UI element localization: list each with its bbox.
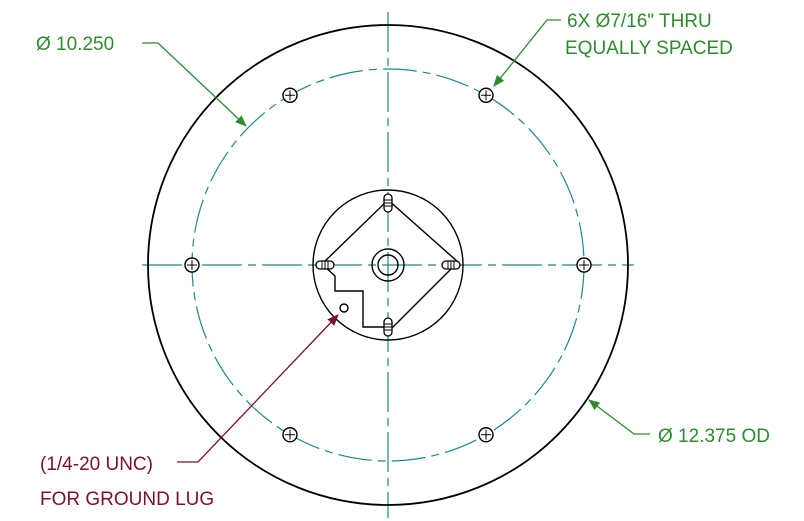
hub-screw: [315, 260, 335, 270]
center-bore-outer: [371, 248, 405, 282]
bolt-hole: [576, 257, 592, 273]
ground-lug-callout-line1: (1/4-20 UNC): [40, 454, 153, 475]
ground-lug-callout-line2: FOR GROUND LUG: [40, 489, 214, 510]
hub-screw: [383, 317, 393, 337]
hub-screw: [383, 193, 393, 213]
hub-outline: [312, 189, 464, 341]
hub-screw: [441, 260, 461, 270]
bolt-holes: [184, 87, 592, 443]
bolt-hole: [478, 87, 494, 103]
holes-callout-line2: EQUALLY SPACED: [565, 38, 733, 59]
centerlines: [142, 12, 634, 518]
bolt-hole: [282, 87, 298, 103]
ground-lug-leader: [177, 314, 339, 463]
outer-dia-label: Ø 12.375 OD: [658, 426, 770, 447]
holes-leader: [493, 19, 561, 87]
hub-screws: [315, 193, 461, 337]
dimension-leaders: [142, 19, 650, 463]
ground-lug-hole: [339, 303, 349, 313]
outer-flange-outline: [147, 24, 629, 506]
hub-bracket-outline: [320, 199, 460, 333]
holes-callout-line1: 6X Ø7/16" THRU: [567, 11, 712, 32]
pitch-circle-dia-label: Ø 10.250: [36, 34, 114, 55]
pitch-dia-leader: [142, 42, 247, 127]
bolt-hole: [282, 427, 298, 443]
central-hub: [312, 189, 464, 341]
bolt-hole: [184, 257, 200, 273]
center-bore-inner: [377, 254, 399, 276]
bolt-hole: [478, 427, 494, 443]
outer-dia-leader: [588, 399, 650, 435]
